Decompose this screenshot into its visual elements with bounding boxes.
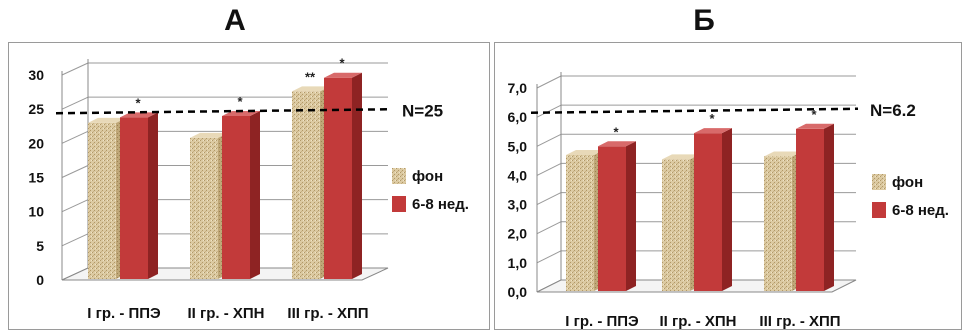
bar-side-a: [148, 112, 158, 279]
y-tick-label-a: 15: [28, 170, 44, 186]
bar-b-ned: [796, 128, 824, 291]
y-tick-label-a: 30: [28, 67, 44, 83]
bar-b-ned: [694, 133, 722, 291]
bar-b-fon: [764, 156, 792, 291]
significance-mark-a: *: [237, 94, 243, 109]
bar-a-fon: [292, 91, 320, 280]
grid-line-depth-b: [536, 162, 562, 176]
y-tick-label-b: 2,0: [508, 226, 528, 242]
bar-side-b: [824, 123, 834, 291]
bar-top-b: [598, 141, 636, 147]
y-tick-label-a: 20: [28, 135, 44, 151]
y-tick-label-a: 25: [28, 101, 44, 117]
legend-label-ned-b: 6-8 нед.: [892, 202, 949, 219]
legend-label-fon-a: фон: [412, 168, 443, 185]
bar-side-b: [722, 128, 732, 291]
y-tick-label-b: 7,0: [508, 80, 528, 96]
bar-side-b: [626, 141, 636, 291]
legend-swatch-fon-a: [392, 168, 406, 184]
bar-top-a: [222, 111, 260, 116]
y-tick-label-b: 6,0: [508, 109, 528, 125]
grid-line-depth-b: [536, 133, 562, 147]
bar-top-a: [190, 132, 228, 138]
grid-line-depth-a: [61, 233, 89, 247]
bar-a-ned: [324, 77, 352, 279]
grid-line-depth-a: [61, 96, 89, 110]
bar-a-fon: [190, 137, 218, 279]
bar-b-ned: [598, 146, 626, 291]
chart-b-title: Б: [693, 4, 715, 37]
bar-top-b: [764, 151, 802, 157]
bar-side-a: [250, 111, 260, 279]
bar-b-fon: [566, 155, 594, 291]
grid-line-depth-a: [61, 130, 89, 144]
y-tick-label-a: 0: [36, 272, 44, 288]
significance-mark-a: **: [305, 69, 316, 84]
y-tick-label-b: 0,0: [508, 284, 528, 300]
category-label-b: I гр. - ППЭ: [565, 313, 639, 330]
reference-label-a: N=25: [402, 101, 443, 120]
bar-top-a: [88, 117, 126, 123]
y-tick-label-b: 1,0: [508, 255, 528, 271]
grid-line-depth-b: [536, 192, 562, 206]
reference-line-b: [530, 107, 859, 115]
y-tick-label-b: 3,0: [508, 197, 528, 213]
bar-b-fon: [662, 159, 690, 291]
bar-top-b: [694, 128, 732, 134]
reference-line-a: [55, 108, 391, 115]
legend-swatch-ned-b: [872, 202, 886, 218]
y-tick-label-b: 4,0: [508, 167, 528, 183]
significance-mark-b: *: [811, 107, 817, 122]
grid-line-depth-b: [536, 104, 562, 118]
significance-mark-b: *: [709, 111, 715, 126]
bar-top-b: [566, 150, 604, 156]
legend-label-fon-b: фон: [892, 174, 923, 191]
grid-line-depth-b: [536, 75, 562, 89]
grid-line-depth-a: [61, 62, 89, 76]
significance-mark-a: *: [339, 56, 345, 71]
legend-swatch-ned-a: [392, 196, 406, 212]
category-label-b: II гр. - ХПН: [659, 313, 736, 330]
category-label-a: III гр. - ХПП: [287, 305, 368, 322]
y-tick-label-b: 5,0: [508, 138, 528, 154]
bar-a-ned: [120, 117, 148, 279]
category-label-a: II гр. - ХПН: [187, 305, 264, 322]
bar-top-b: [796, 123, 834, 129]
chart-a-title: А: [224, 4, 246, 37]
category-label-b: III гр. - ХПП: [759, 313, 840, 330]
bar-a-fon: [88, 122, 116, 279]
y-tick-label-a: 10: [28, 204, 44, 220]
grid-line-depth-a: [61, 199, 89, 213]
reference-label-b: N=6.2: [870, 101, 916, 120]
bar-a-ned: [222, 116, 250, 279]
category-label-a: I гр. - ППЭ: [87, 305, 161, 322]
bar-side-a: [352, 72, 362, 279]
legend-swatch-fon-b: [872, 174, 886, 190]
grid-line-depth-a: [61, 165, 89, 178]
bar-top-b: [662, 154, 700, 160]
bar-top-a: [324, 72, 362, 78]
y-tick-label-a: 5: [36, 238, 44, 254]
grid-line-depth-b: [536, 221, 562, 235]
legend-label-ned-a: 6-8 нед.: [412, 196, 469, 213]
significance-mark-a: *: [135, 95, 141, 110]
grid-line-depth-b: [536, 250, 562, 264]
significance-mark-b: *: [613, 124, 619, 139]
bar-top-a: [292, 86, 330, 92]
